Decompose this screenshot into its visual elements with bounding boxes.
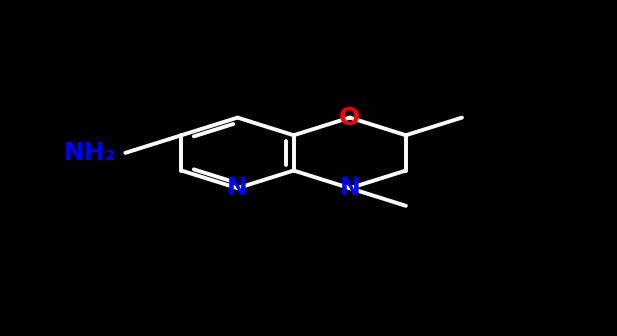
Text: NH₂: NH₂ xyxy=(64,141,116,165)
Text: N: N xyxy=(339,176,360,200)
Text: N: N xyxy=(227,176,248,200)
Text: O: O xyxy=(339,106,360,130)
